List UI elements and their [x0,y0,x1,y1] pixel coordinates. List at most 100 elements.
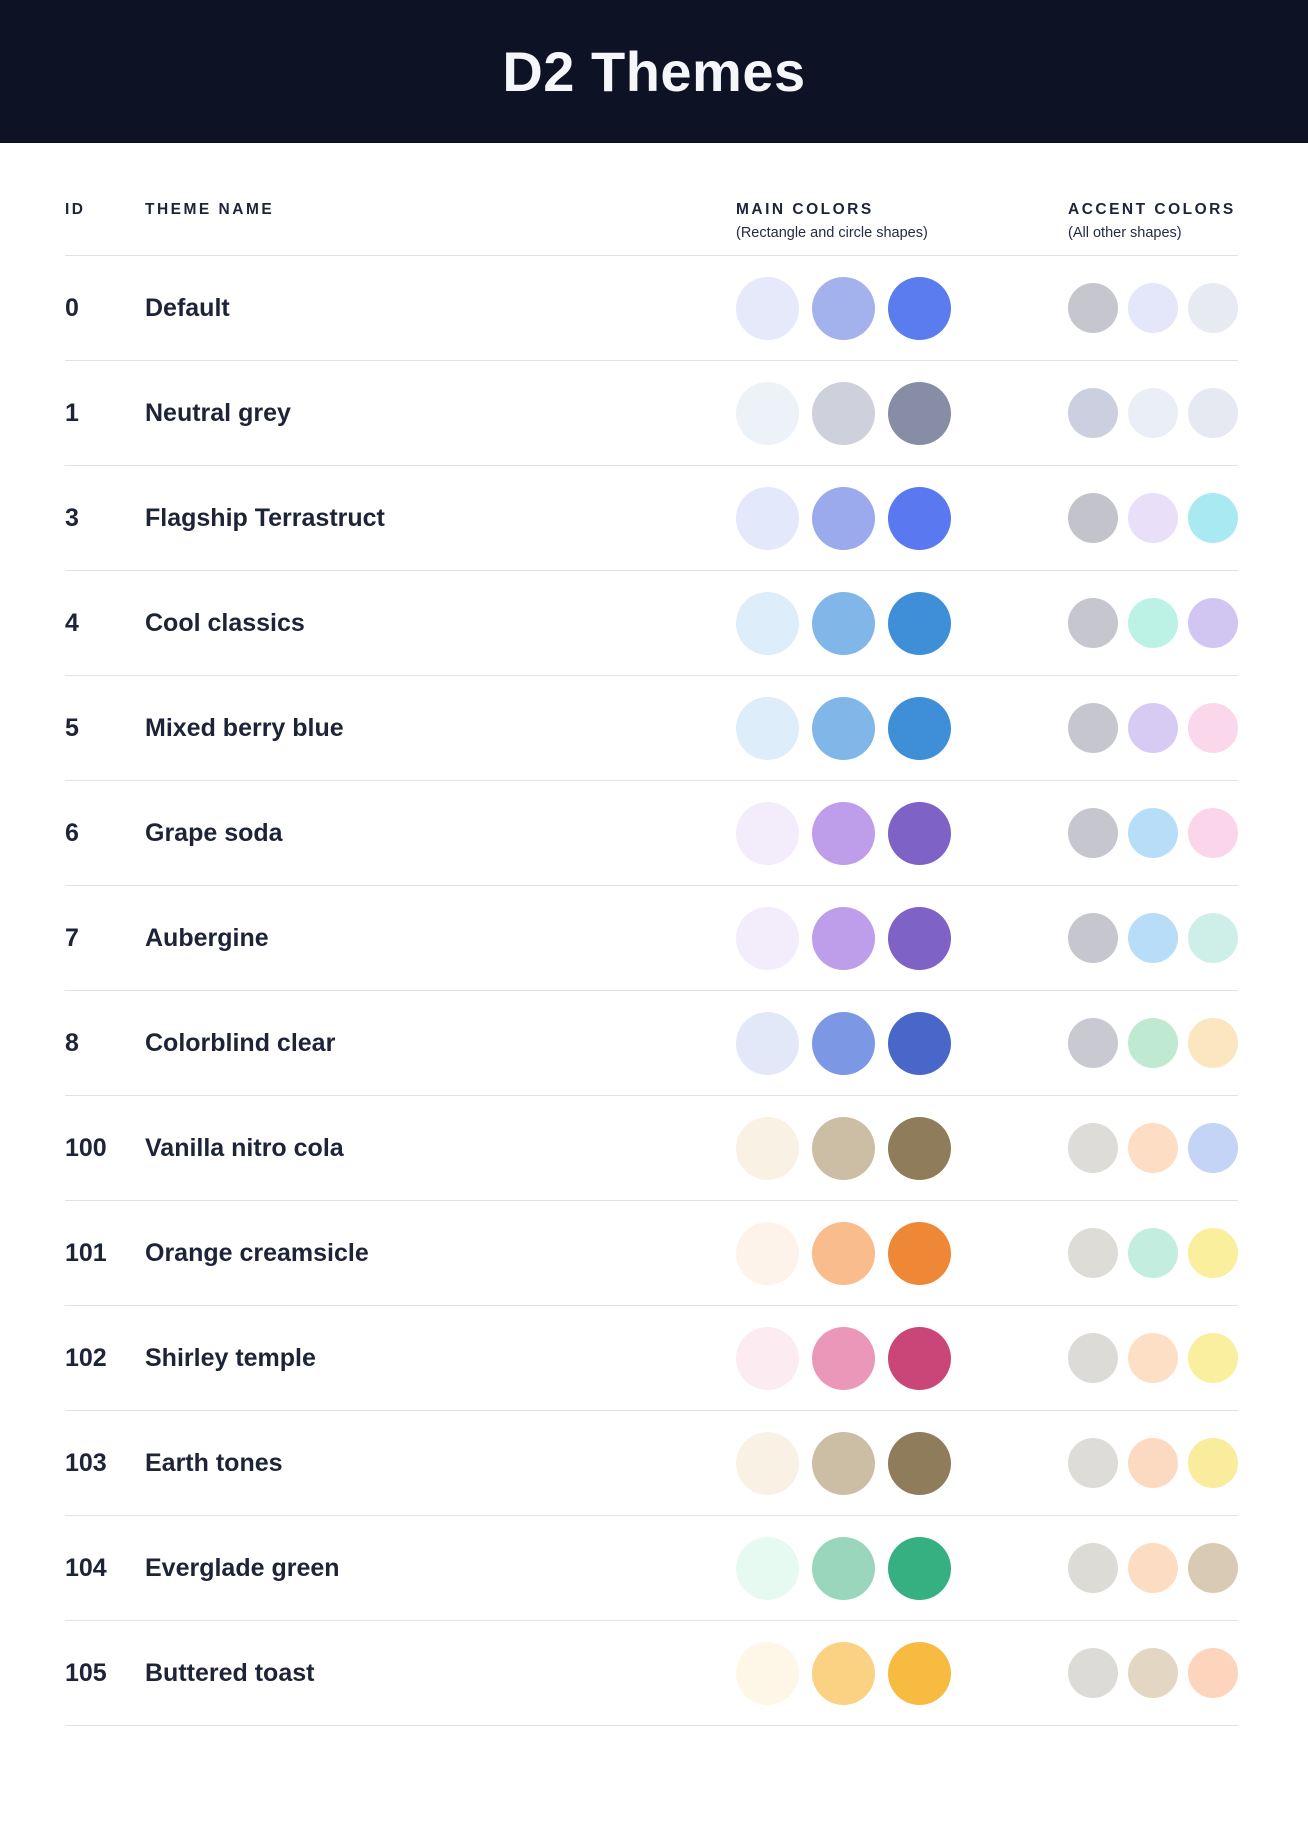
accent-color-swatch [1068,1438,1118,1488]
table-row: 7 Aubergine [65,886,1238,991]
themes-table: ID THEME NAME MAIN COLORS (Rectangle and… [65,143,1238,1726]
main-color-swatch [888,1221,951,1285]
table-row: 4 Cool classics [65,571,1238,676]
theme-id: 7 [65,923,79,952]
main-colors-group [736,1116,1068,1180]
accent-colors-group [1068,1333,1238,1383]
main-color-swatch [888,1536,951,1600]
main-color-swatch [888,591,951,655]
main-colors-group [736,1011,1068,1075]
theme-name: Default [145,293,230,322]
main-color-swatch [812,1221,875,1285]
accent-color-swatch [1068,1018,1118,1068]
main-color-swatch [888,1641,951,1705]
accent-color-swatch [1068,1228,1118,1278]
theme-name: Neutral grey [145,398,291,427]
theme-name: Grape soda [145,818,283,847]
main-color-swatch [888,906,951,970]
main-color-swatch [736,1431,799,1495]
main-color-swatch [812,1536,875,1600]
page-header: D2 Themes [0,0,1308,143]
accent-color-swatch [1068,1543,1118,1593]
main-colors-column-sublabel: (Rectangle and circle shapes) [736,225,928,241]
accent-color-swatch [1068,703,1118,753]
main-color-swatch [736,486,799,550]
main-color-swatch [736,801,799,865]
id-column-label: ID [65,201,86,218]
accent-colors-group [1068,1543,1238,1593]
accent-color-swatch [1128,388,1178,438]
accent-color-swatch [1128,1438,1178,1488]
main-colors-group [736,1326,1068,1390]
main-colors-group [736,696,1068,760]
accent-color-swatch [1188,1648,1238,1698]
accent-colors-group [1068,598,1238,648]
accent-color-swatch [1188,1228,1238,1278]
theme-name: Shirley temple [145,1343,316,1372]
main-color-swatch [888,276,951,340]
page-title: D2 Themes [502,40,806,103]
theme-name: Vanilla nitro cola [145,1133,344,1162]
accent-color-swatch [1068,598,1118,648]
main-color-swatch [736,696,799,760]
accent-color-swatch [1128,808,1178,858]
main-color-swatch [736,1116,799,1180]
accent-color-swatch [1188,493,1238,543]
table-row: 101 Orange creamsicle [65,1201,1238,1306]
accent-color-swatch [1068,808,1118,858]
accent-colors-group [1068,703,1238,753]
accent-color-swatch [1188,1333,1238,1383]
main-colors-group [736,1221,1068,1285]
accent-color-swatch [1068,283,1118,333]
main-color-swatch [736,1536,799,1600]
main-colors-group [736,381,1068,445]
accent-color-swatch [1188,913,1238,963]
accent-color-swatch [1188,1438,1238,1488]
column-header-main-colors: MAIN COLORS (Rectangle and circle shapes… [736,201,1068,241]
accent-color-swatch [1128,913,1178,963]
accent-color-swatch [1068,1333,1118,1383]
main-colors-group [736,1641,1068,1705]
table-row: 8 Colorblind clear [65,991,1238,1096]
accent-color-swatch [1188,388,1238,438]
main-color-swatch [736,276,799,340]
accent-color-swatch [1188,1543,1238,1593]
theme-id: 101 [65,1238,107,1267]
theme-name: Everglade green [145,1553,340,1582]
main-color-swatch [888,1011,951,1075]
table-row: 6 Grape soda [65,781,1238,886]
theme-id: 100 [65,1133,107,1162]
accent-colors-group [1068,808,1238,858]
theme-id: 1 [65,398,79,427]
main-color-swatch [888,1431,951,1495]
accent-color-swatch [1128,703,1178,753]
accent-color-swatch [1188,598,1238,648]
accent-colors-group [1068,1018,1238,1068]
theme-name: Cool classics [145,608,305,637]
accent-color-swatch [1068,1648,1118,1698]
theme-name-column-label: THEME NAME [145,201,275,218]
main-color-swatch [812,381,875,445]
main-color-swatch [812,276,875,340]
main-colors-group [736,591,1068,655]
main-color-swatch [812,1116,875,1180]
theme-id: 0 [65,293,79,322]
accent-colors-group [1068,913,1238,963]
accent-color-swatch [1188,1018,1238,1068]
table-row: 103 Earth tones [65,1411,1238,1516]
accent-color-swatch [1068,913,1118,963]
main-colors-group [736,276,1068,340]
accent-color-swatch [1188,283,1238,333]
theme-id: 4 [65,608,79,637]
theme-name: Aubergine [145,923,269,952]
theme-id: 5 [65,713,79,742]
accent-colors-group [1068,1123,1238,1173]
theme-id: 104 [65,1553,107,1582]
accent-color-swatch [1128,1123,1178,1173]
accent-color-swatch [1128,1228,1178,1278]
accent-color-swatch [1128,1333,1178,1383]
main-color-swatch [736,906,799,970]
table-row: 1 Neutral grey [65,361,1238,466]
main-color-swatch [888,801,951,865]
accent-color-swatch [1128,1543,1178,1593]
